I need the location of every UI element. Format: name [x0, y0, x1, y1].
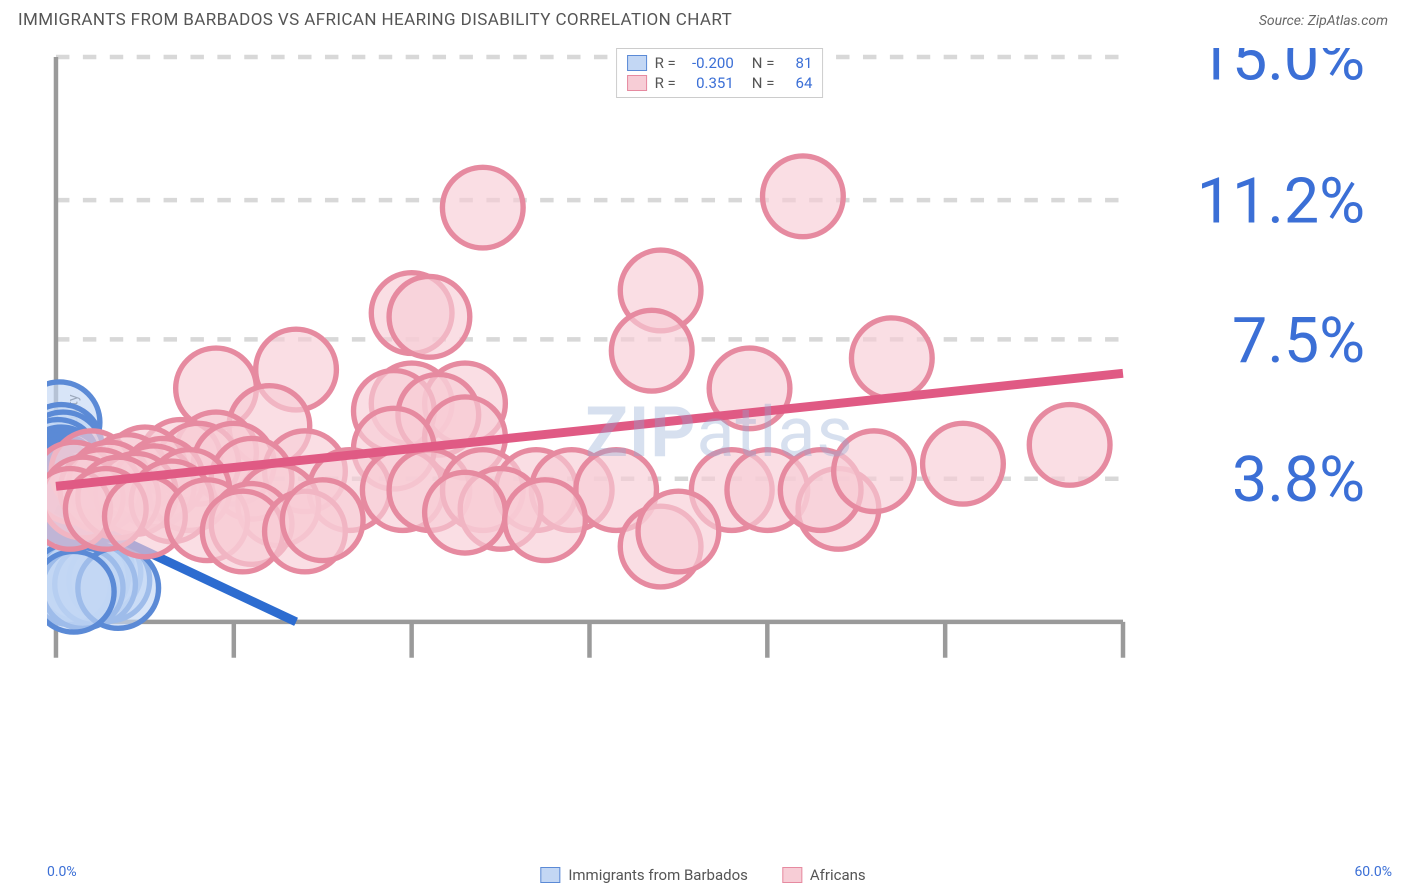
data-point — [834, 431, 915, 512]
data-point — [505, 480, 586, 561]
y-tick-label: 3.8% — [1232, 444, 1365, 517]
correlation-legend-row: R = -0.200 N = 81 — [627, 53, 813, 73]
correlation-legend-row: R = 0.351 N = 64 — [627, 73, 813, 93]
chart-source: Source: ZipAtlas.com — [1259, 13, 1388, 29]
legend-swatch — [782, 867, 802, 883]
legend-swatch — [540, 867, 560, 883]
data-point — [763, 156, 844, 237]
data-point — [282, 480, 363, 561]
series-legend-label: Immigrants from Barbados — [568, 866, 748, 884]
legend-r-label: R = — [655, 54, 676, 72]
y-tick-label: 11.2% — [1197, 165, 1365, 238]
data-point — [611, 310, 692, 391]
legend-n-label: N = — [752, 74, 775, 92]
legend-n-label: N = — [752, 54, 775, 72]
correlation-legend: R = -0.200 N = 81 R = 0.351 N = 64 — [616, 48, 824, 98]
series-legend-label: Africans — [810, 866, 866, 884]
chart-title: IMMIGRANTS FROM BARBADOS VS AFRICAN HEAR… — [18, 10, 732, 30]
chart-header: IMMIGRANTS FROM BARBADOS VS AFRICAN HEAR… — [0, 0, 1406, 36]
legend-swatch — [627, 75, 647, 91]
legend-r-value: -0.200 — [684, 54, 734, 72]
data-point — [851, 318, 932, 399]
data-point — [923, 423, 1004, 504]
legend-n-value: 64 — [782, 74, 812, 92]
data-point — [425, 472, 506, 553]
data-point — [1029, 405, 1110, 486]
x-axis-max-label: 60.0% — [1354, 864, 1392, 880]
legend-r-label: R = — [655, 74, 676, 92]
y-tick-label: 15.0% — [1197, 48, 1365, 95]
chart-area: Hearing Disability 3.8%7.5%11.2%15.0% ZI… — [47, 48, 1392, 850]
legend-r-value: 0.351 — [684, 74, 734, 92]
data-point — [47, 551, 114, 632]
y-tick-label: 7.5% — [1232, 305, 1365, 378]
x-axis-min-label: 0.0% — [47, 864, 77, 880]
scatter-plot: 3.8% 7.5% 11.2% 15.0% — [47, 48, 1392, 721]
series-legend-item: Africans — [782, 866, 866, 884]
data-point — [638, 491, 719, 572]
data-point — [389, 276, 470, 357]
legend-swatch — [627, 55, 647, 71]
data-point — [442, 167, 523, 248]
legend-n-value: 81 — [782, 54, 812, 72]
series-legend: Immigrants from Barbados Africans — [540, 866, 865, 884]
series-legend-item: Immigrants from Barbados — [540, 866, 748, 884]
